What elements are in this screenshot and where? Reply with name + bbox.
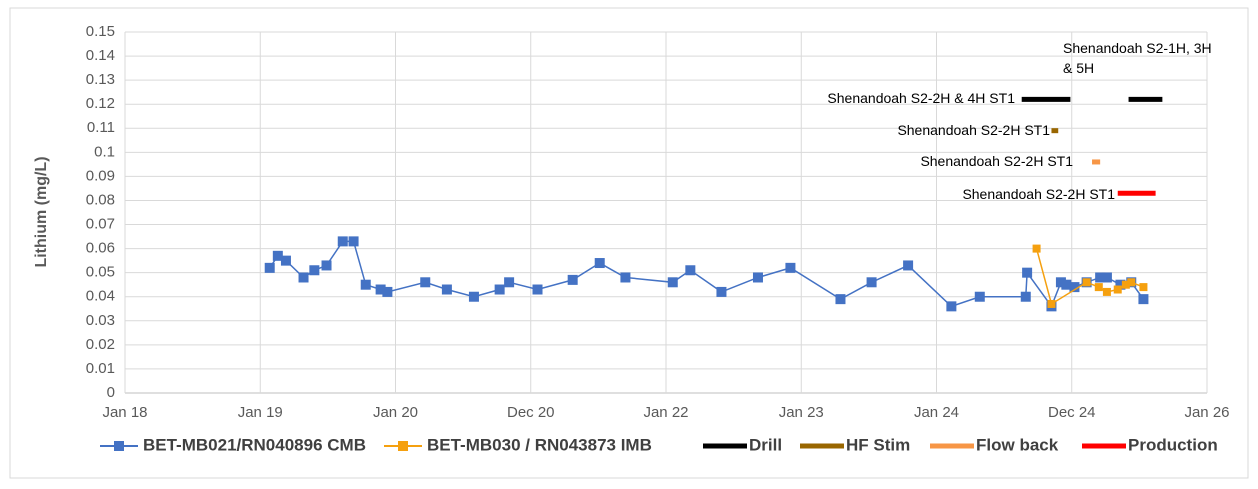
data-point — [946, 301, 957, 312]
data-point — [280, 255, 291, 266]
data-point — [752, 272, 763, 283]
data-point — [1095, 272, 1106, 283]
data-point — [1101, 272, 1112, 283]
y-tick-label: 0.06 — [86, 240, 115, 257]
y-tick-label: 0.07 — [86, 216, 115, 233]
data-point — [1094, 283, 1103, 292]
x-tick-label: Jan 24 — [914, 404, 959, 421]
data-point — [1113, 285, 1122, 294]
y-tick-label: 0.09 — [86, 167, 115, 184]
y-tick-label: 0.05 — [86, 264, 115, 281]
data-point — [685, 265, 696, 276]
chart-border — [9, 7, 1249, 479]
data-point — [375, 284, 386, 295]
data-point — [321, 260, 332, 271]
x-tick-label: Jan 26 — [1184, 404, 1229, 421]
data-point — [866, 277, 877, 288]
data-point — [1121, 280, 1130, 289]
x-tick-label: Jan 19 — [238, 404, 283, 421]
y-tick-label: 0.08 — [86, 191, 115, 208]
x-tick-label: Dec 20 — [507, 404, 555, 421]
data-point — [1069, 282, 1080, 293]
legend-label: BET-MB021/RN040896 CMB — [143, 435, 366, 454]
data-point — [348, 236, 359, 247]
data-point — [1115, 279, 1126, 290]
y-tick-label: 0.1 — [94, 143, 115, 160]
data-point — [468, 291, 479, 302]
data-point — [1082, 278, 1091, 287]
legend-label: HF Stim — [846, 435, 910, 454]
x-tick-label: Jan 22 — [643, 404, 688, 421]
data-point — [309, 265, 320, 276]
data-point — [360, 279, 371, 290]
data-point — [567, 274, 578, 285]
annotation: Shenandoah S2-2H ST1 — [920, 153, 1073, 169]
y-tick-label: 0 — [107, 384, 115, 401]
data-point — [1047, 299, 1056, 308]
y-tick-label: 0.14 — [86, 47, 115, 64]
data-point — [974, 291, 985, 302]
data-point — [1020, 291, 1031, 302]
y-tick-label: 0.02 — [86, 336, 115, 353]
data-point — [272, 250, 283, 261]
data-point — [835, 294, 846, 305]
x-tick-label: Jan 20 — [373, 404, 418, 421]
data-point — [504, 277, 515, 288]
data-point — [298, 272, 309, 283]
data-point — [494, 284, 505, 295]
legend-marker — [398, 441, 408, 451]
data-point — [382, 286, 393, 297]
data-point — [337, 236, 348, 247]
y-tick-label: 0.12 — [86, 95, 115, 112]
legend-marker — [114, 441, 124, 451]
data-point — [1055, 277, 1066, 288]
data-point — [1061, 279, 1072, 290]
x-tick-label: Jan 18 — [102, 404, 147, 421]
y-tick-label: 0.04 — [86, 288, 115, 305]
data-point — [785, 262, 796, 273]
data-point — [1138, 294, 1149, 305]
y-tick-label: 0.13 — [86, 71, 115, 88]
data-point — [441, 284, 452, 295]
data-point — [667, 277, 678, 288]
data-point — [264, 262, 275, 273]
annotation: Shenandoah S2-1H, 3H & 5H — [1063, 40, 1212, 76]
y-axis-label: Lithium (mg/L) — [33, 156, 50, 267]
x-tick-label: Jan 23 — [779, 404, 824, 421]
legend-label: Production — [1128, 435, 1218, 454]
y-tick-label: 0.03 — [86, 312, 115, 329]
y-tick-label: 0.15 — [86, 23, 115, 40]
data-point — [594, 258, 605, 269]
annotation: Shenandoah S2-2H ST1 — [962, 186, 1115, 202]
data-point — [1032, 244, 1041, 253]
data-point — [420, 277, 431, 288]
legend-label: Flow back — [976, 435, 1059, 454]
data-point — [620, 272, 631, 283]
legend-label: Drill — [749, 435, 782, 454]
data-point — [1102, 287, 1111, 296]
y-tick-label: 0.11 — [87, 119, 115, 136]
annotation: Shenandoah S2-2H & 4H ST1 — [827, 90, 1015, 106]
x-tick-label: Dec 24 — [1048, 404, 1096, 421]
data-point — [716, 286, 727, 297]
data-point — [1127, 278, 1136, 287]
y-tick-label: 0.01 — [86, 360, 115, 377]
data-point — [903, 260, 914, 271]
data-point — [532, 284, 543, 295]
data-point — [1022, 267, 1033, 278]
data-point — [1139, 283, 1148, 292]
annotation: Shenandoah S2-2H ST1 — [897, 122, 1050, 138]
legend-label: BET-MB030 / RN043873 IMB — [427, 435, 652, 454]
